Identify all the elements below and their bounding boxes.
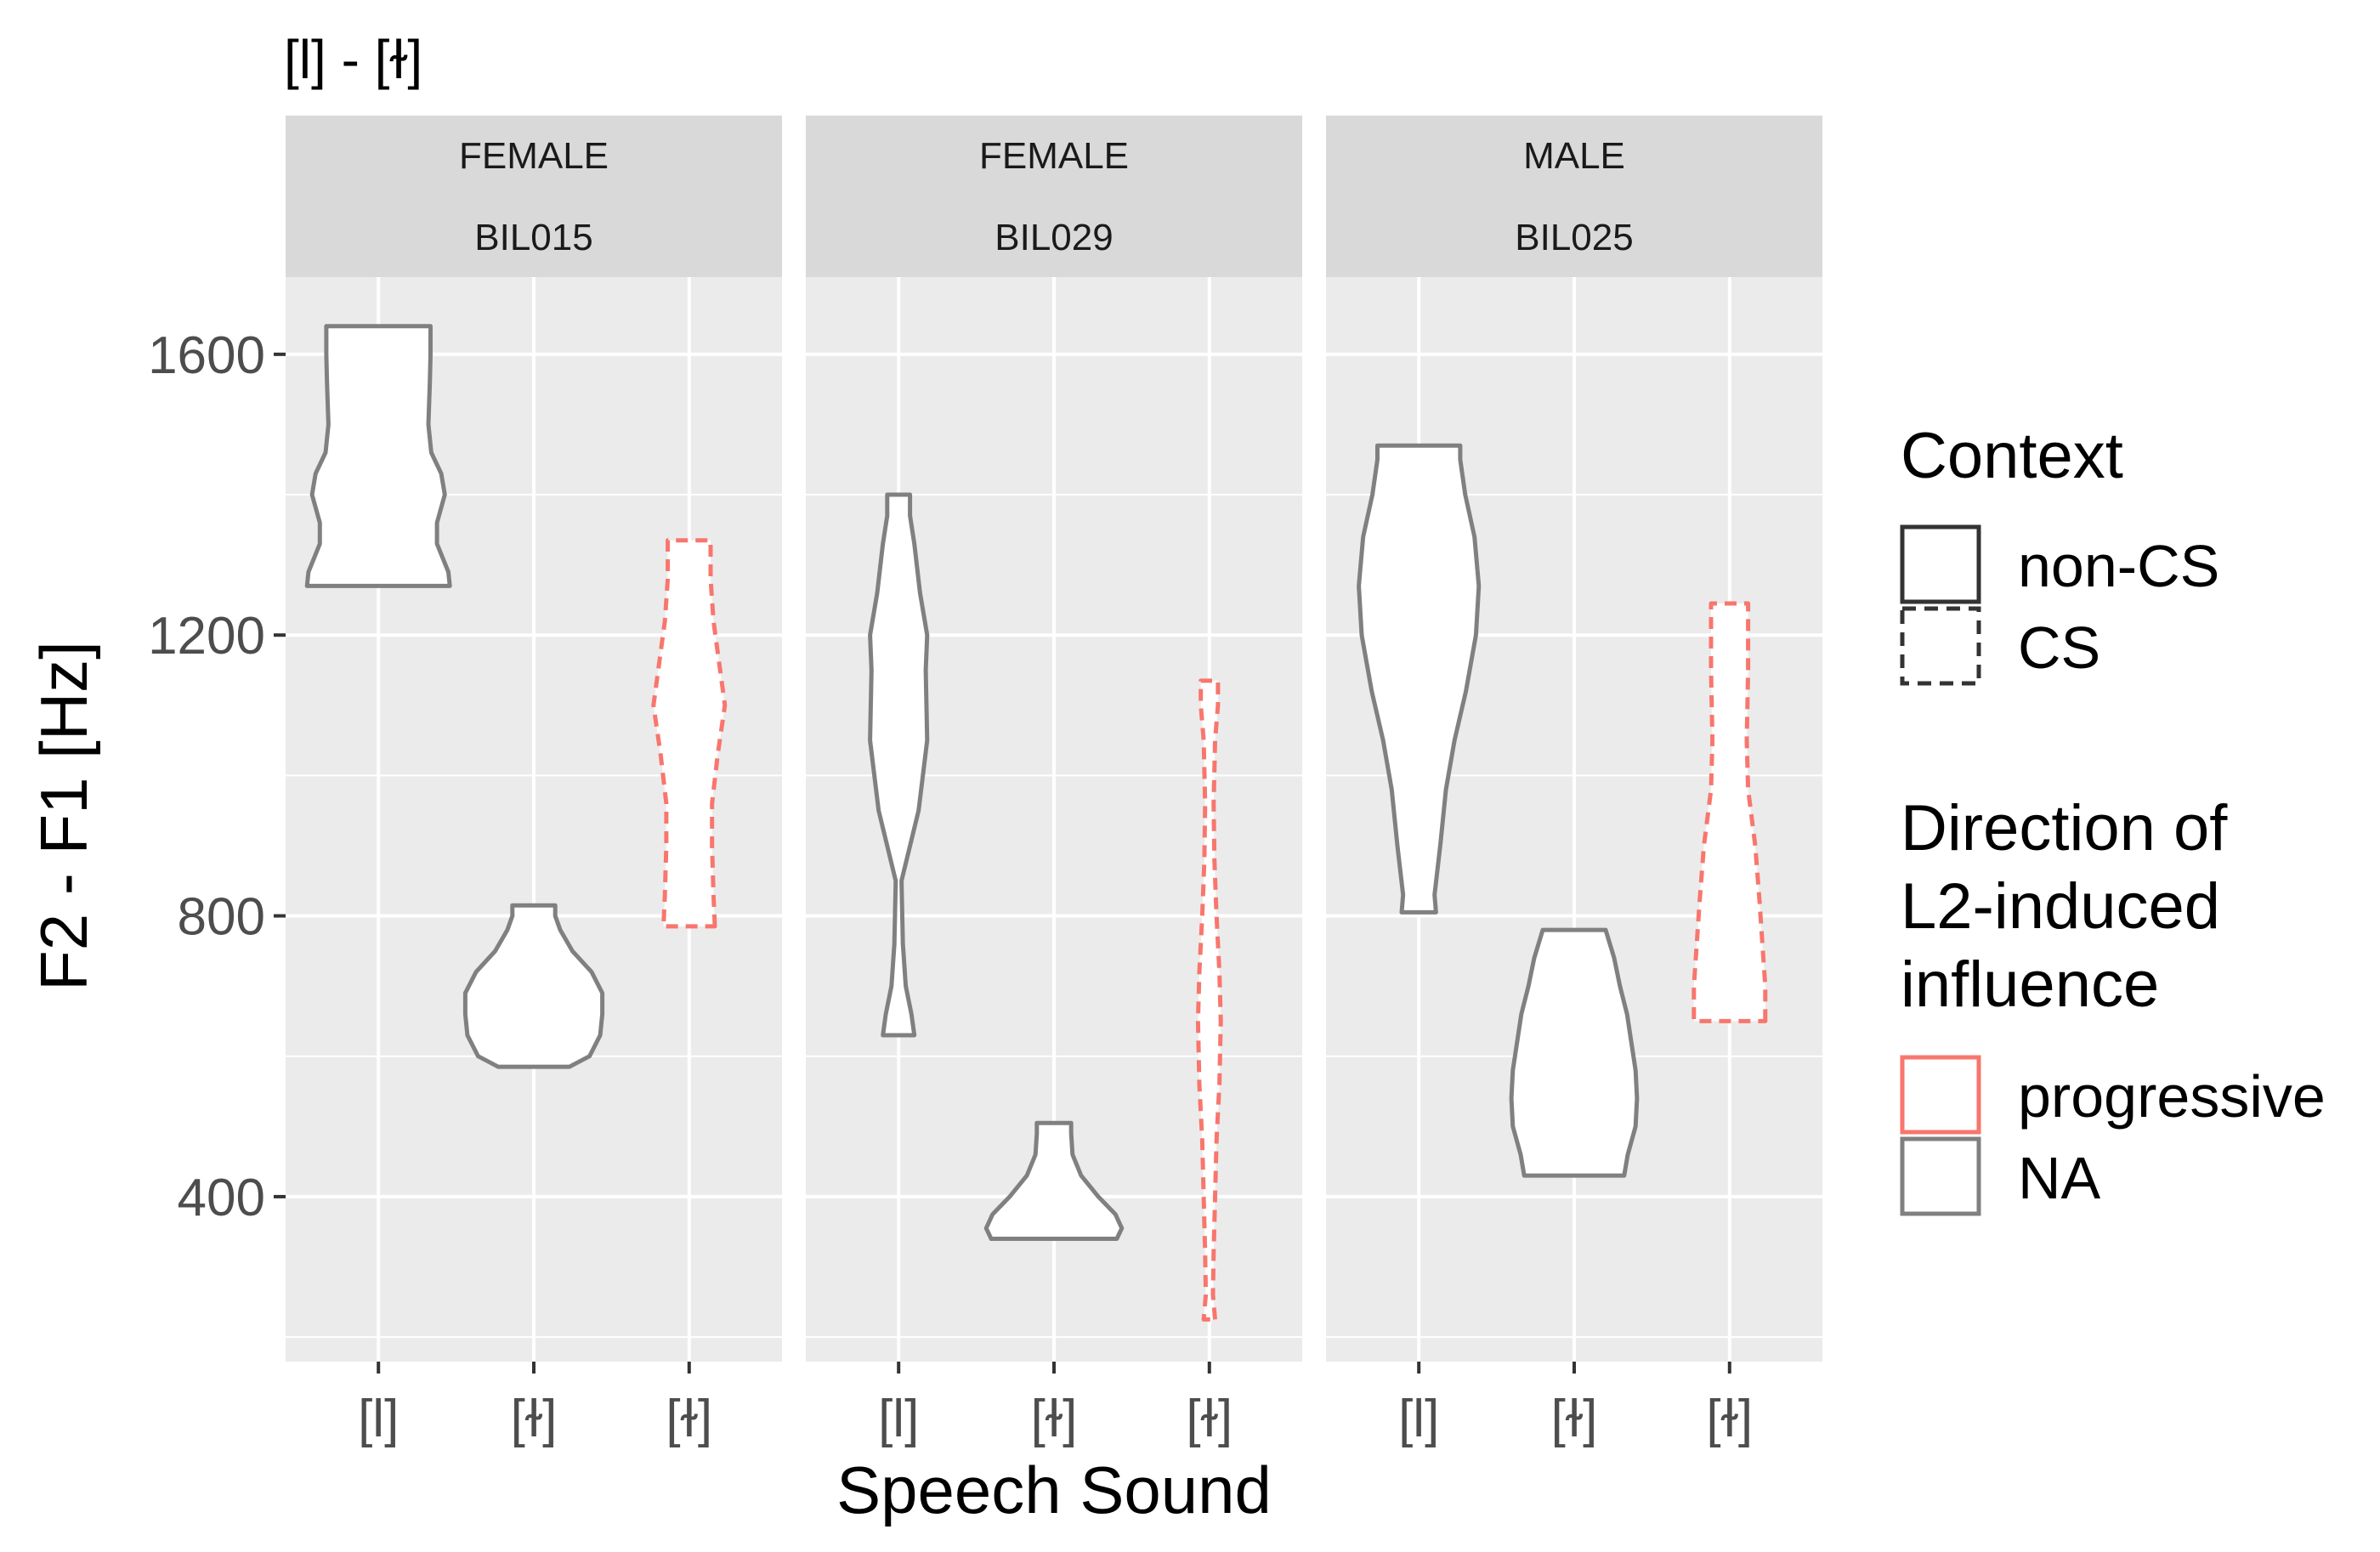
violin-bil029-1 <box>983 1120 1125 1241</box>
x-tick-label: [ɫ] <box>1706 1390 1753 1448</box>
x-tick-label: [ɫ] <box>666 1390 712 1448</box>
y-axis: 400 800 1200 1600 <box>148 326 286 1227</box>
facet-panel-bil025: MALE BIL025 [l] [ɫ] [ɫ] <box>1326 116 1822 1448</box>
violin-bil025-1 <box>1509 927 1640 1178</box>
y-tick-label: 1200 <box>148 607 265 666</box>
legend-label-cs: CS <box>2018 615 2100 681</box>
legend-direction-title-line3: influence <box>1901 949 2159 1021</box>
y-tick-label: 1600 <box>148 326 265 385</box>
legend-label-progressive: progressive <box>2018 1063 2326 1130</box>
legend-label-non-cs: non-CS <box>2018 533 2219 599</box>
violin-bil029-0 <box>868 492 930 1038</box>
facet-strip <box>1326 116 1822 277</box>
legend-direction-title-line2: L2-induced <box>1901 870 2220 943</box>
violin-bil029-2 <box>1195 678 1223 1322</box>
facet-strip-sex: FEMALE <box>459 135 609 177</box>
violin-bil025-0 <box>1357 443 1482 915</box>
facet-strip <box>286 116 782 277</box>
chart-title: [l] - [ɫ] <box>284 29 422 90</box>
legend-key-non-cs <box>1900 524 1981 604</box>
violin-bil015-2 <box>651 538 728 929</box>
x-axis-title: Speech Sound <box>836 1453 1272 1527</box>
y-axis-title: F2 - F1 [Hz] <box>26 641 101 991</box>
facet-panels: FEMALE BIL015 [l] [ɫ] [ɫ] FEMALE BIL029 [l] [ɫ] [… <box>286 116 1822 1448</box>
violin-bil015-0 <box>304 324 452 588</box>
x-tick-label: [ɫ] <box>1186 1390 1232 1448</box>
x-tick-label: [ɫ] <box>1031 1390 1078 1448</box>
legend-label-na: NA <box>2018 1145 2101 1211</box>
x-tick-label: [ɫ] <box>511 1390 558 1448</box>
x-tick-label: [l] <box>358 1390 399 1448</box>
legend: Context non-CS CS Direction of L2-induce… <box>1900 420 2326 1216</box>
facet-strip-speaker: BIL025 <box>1515 217 1633 258</box>
facet-panel-bil015: FEMALE BIL015 [l] [ɫ] [ɫ] <box>286 116 782 1448</box>
legend-key-progressive <box>1900 1055 1981 1135</box>
facet-strip <box>806 116 1302 277</box>
x-tick-label: [ɫ] <box>1551 1390 1598 1448</box>
facet-strip-speaker: BIL015 <box>474 217 592 258</box>
facet-strip-sex: FEMALE <box>979 135 1129 177</box>
y-tick-label: 400 <box>178 1169 265 1227</box>
x-tick-label: [l] <box>878 1390 919 1448</box>
legend-direction-title-line1: Direction of <box>1901 792 2228 864</box>
violin-bil025-2 <box>1692 601 1768 1023</box>
facet-strip-sex: MALE <box>1523 135 1625 177</box>
legend-key-cs <box>1900 606 1981 686</box>
facet-strip-speaker: BIL029 <box>994 217 1113 258</box>
legend-key-na <box>1900 1136 1981 1216</box>
facet-panel-bil029: FEMALE BIL029 [l] [ɫ] [ɫ] <box>806 116 1302 1448</box>
violin-bil015-1 <box>462 903 605 1069</box>
x-tick-label: [l] <box>1398 1390 1439 1448</box>
legend-context-title: Context <box>1901 420 2123 492</box>
y-tick-label: 800 <box>178 888 265 947</box>
